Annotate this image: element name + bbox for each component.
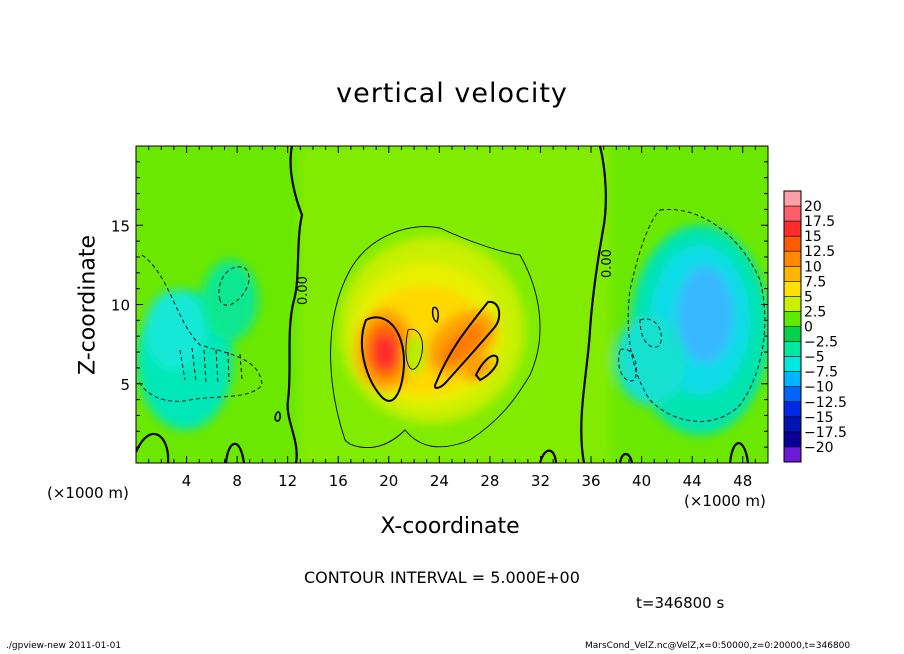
colorbar-label: 20 xyxy=(804,199,822,215)
colorbar-label: 7.5 xyxy=(804,274,826,290)
x-tick-label: 28 xyxy=(480,472,499,490)
colorbar-label: −2.5 xyxy=(804,335,838,351)
colorbar-label: 10 xyxy=(804,259,822,275)
colorbar-label: −17.5 xyxy=(804,425,847,441)
colorbar-swatch xyxy=(784,251,801,267)
colorbar-swatch xyxy=(784,236,801,252)
x-unit-label-right: (×1000 m) xyxy=(684,492,766,510)
colorbar-swatch xyxy=(784,281,801,297)
field-shading xyxy=(137,146,768,463)
colorbar-swatch xyxy=(784,431,801,448)
colorbar-label: −10 xyxy=(804,380,834,396)
colorbar-swatch xyxy=(784,416,801,433)
colorbar-swatch xyxy=(784,191,801,207)
y-axis-label: Z-coordinate xyxy=(75,235,101,375)
colorbar-label: 17.5 xyxy=(804,214,835,230)
x-tick-label: 48 xyxy=(733,472,752,490)
colorbar-swatch xyxy=(784,296,801,312)
positive-contours xyxy=(274,226,541,448)
colorbar-swatch xyxy=(784,266,801,282)
colorbar-swatch xyxy=(784,446,801,463)
y-tick-label: 15 xyxy=(111,217,130,235)
plot-area xyxy=(136,146,768,463)
colorbar-label: 15 xyxy=(804,229,822,245)
zero-contours xyxy=(136,146,750,463)
colorbar-label: 2.5 xyxy=(804,304,826,320)
colorbar-label: −12.5 xyxy=(804,395,847,411)
y-tick-label: 10 xyxy=(111,297,130,315)
x-tick-label: 32 xyxy=(531,472,550,490)
contour-label-zero-right: 0.00 xyxy=(600,249,615,278)
colorbar-swatch xyxy=(784,311,801,327)
x-tick-label: 20 xyxy=(379,472,398,490)
colorbar-label: −20 xyxy=(804,440,834,456)
x-tick-label: 40 xyxy=(632,472,651,490)
colorbar-label: −15 xyxy=(804,410,834,426)
colorbar-label: −7.5 xyxy=(804,365,838,381)
x-tick-label: 24 xyxy=(430,472,449,490)
colorbar-swatch xyxy=(784,371,801,388)
colorbar-label: −5 xyxy=(804,350,825,366)
colorbar-swatch xyxy=(784,401,801,418)
negative-contours xyxy=(137,209,766,422)
x-tick-label: 16 xyxy=(329,472,348,490)
colorbar-label: 12.5 xyxy=(804,244,835,260)
contour-interval-text: CONTOUR INTERVAL = 5.000E+00 xyxy=(304,568,580,587)
x-axis-ticks: 4 8 12 16 20 24 28 32 36 40 44 48 xyxy=(148,146,756,490)
chart-title: vertical velocity xyxy=(336,78,568,109)
colorbar-swatch xyxy=(784,221,801,237)
y-tick-label: 5 xyxy=(120,376,130,394)
x-tick-label: 4 xyxy=(182,472,192,490)
colorbar-swatch xyxy=(784,206,801,222)
colorbar-swatch xyxy=(784,341,801,358)
colorbar: 2017.51512.5107.552.50−2.5−5−7.5−10−12.5… xyxy=(783,190,847,463)
x-tick-label: 12 xyxy=(278,472,297,490)
x-tick-label: 44 xyxy=(683,472,702,490)
x-axis-label: X-coordinate xyxy=(380,514,520,539)
colorbar-swatch xyxy=(784,326,801,343)
time-label: t=346800 s xyxy=(636,594,725,612)
colorbar-swatch xyxy=(784,386,801,403)
x-tick-label: 8 xyxy=(232,472,242,490)
footer-program-date: ./gpview-new 2011-01-01 xyxy=(6,641,122,651)
colorbar-label: 5 xyxy=(804,289,813,305)
y-axis-ticks: 5 10 15 xyxy=(111,161,768,448)
x-unit-label-left: (×1000 m) xyxy=(47,484,129,502)
colorbar-label: 0 xyxy=(804,320,813,336)
x-tick-label: 36 xyxy=(581,472,600,490)
contour-label-zero-left: 0.00 xyxy=(296,276,311,305)
colorbar-swatch xyxy=(784,356,801,373)
footer-data-source: MarsCond_VelZ.nc@VelZ,x=0:50000,z=0:2000… xyxy=(585,641,851,651)
